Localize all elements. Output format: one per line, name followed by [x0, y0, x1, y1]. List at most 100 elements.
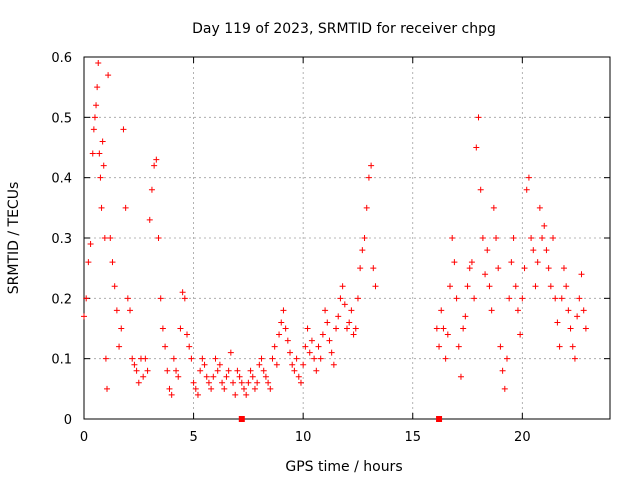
data-point: [484, 247, 491, 254]
data-point: [129, 355, 136, 362]
data-point: [528, 235, 535, 241]
data-point: [104, 385, 111, 392]
data-point: [81, 313, 87, 320]
data-point: [144, 367, 151, 374]
data-point: [370, 265, 377, 272]
data-point: [514, 307, 521, 314]
data-point: [479, 235, 486, 241]
data-point: [455, 343, 462, 350]
data-point: [536, 204, 543, 211]
data-point: [173, 367, 180, 374]
data-point: [166, 385, 173, 392]
data-point: [523, 186, 530, 193]
data-point: [468, 259, 475, 266]
data-point: [95, 60, 102, 67]
data-point: [175, 373, 182, 380]
data-point: [265, 379, 272, 386]
data-point: [365, 174, 372, 181]
data-point: [221, 385, 228, 392]
data-point: [473, 144, 480, 151]
data-point: [308, 337, 315, 344]
data-point: [284, 337, 291, 344]
data-point: [184, 331, 191, 338]
data-point: [120, 126, 127, 133]
data-point: [558, 295, 565, 302]
data-point: [580, 307, 587, 314]
axis-ticks: 0 5 10 15 20 0 0.1 0.2 0.3 0.4 0.5 0.6: [51, 51, 610, 445]
data-point: [197, 367, 204, 374]
data-point: [85, 259, 92, 266]
data-point: [440, 325, 447, 332]
data-point: [177, 325, 184, 332]
data-point: [188, 355, 195, 362]
data-point: [131, 361, 138, 368]
y-tick-label: 0: [64, 413, 72, 428]
data-point: [105, 72, 112, 79]
data-point: [109, 259, 116, 266]
data-point: [225, 367, 232, 374]
data-point: [170, 355, 177, 362]
data-point: [554, 319, 561, 326]
data-point: [153, 156, 160, 163]
data-point: [324, 319, 331, 326]
data-point: [269, 355, 276, 362]
data-point: [460, 325, 467, 332]
data-point: [464, 283, 471, 290]
data-point: [569, 343, 576, 350]
data-point: [313, 367, 320, 374]
data-point: [212, 355, 219, 362]
y-tick-label: 0.1: [51, 353, 72, 368]
data-point: [236, 373, 243, 380]
data-point: [341, 301, 348, 308]
data-point: [230, 379, 237, 386]
x-tick-label: 10: [295, 430, 312, 445]
data-point: [433, 325, 440, 332]
data-point: [357, 265, 364, 272]
data-point: [98, 204, 105, 211]
data-point: [497, 343, 504, 350]
data-point: [457, 373, 464, 380]
data-point: [304, 325, 311, 332]
data-point: [300, 361, 307, 368]
data-point: [333, 325, 340, 332]
data-point: [339, 283, 346, 290]
data-point: [94, 84, 101, 91]
data-point: [517, 331, 524, 338]
data-point: [482, 271, 489, 278]
data-point: [146, 216, 153, 223]
data-point: [97, 174, 104, 181]
data-point: [346, 319, 353, 326]
data-point: [278, 319, 285, 326]
data-point: [501, 385, 508, 392]
y-tick-label: 0.3: [51, 232, 72, 247]
data-point: [563, 283, 570, 290]
x-tick-label: 15: [404, 430, 421, 445]
data-point: [486, 283, 493, 290]
data-point: [210, 373, 217, 380]
data-point: [249, 373, 256, 380]
data-point: [493, 235, 500, 241]
x-tick-label: 0: [80, 430, 88, 445]
data-point: [199, 355, 206, 362]
data-point: [567, 325, 574, 332]
x-axis-label: GPS time / hours: [285, 459, 402, 475]
data-point: [282, 325, 289, 332]
data-point: [490, 204, 497, 211]
data-point: [251, 385, 258, 392]
data-point: [510, 235, 517, 241]
data-point: [543, 247, 550, 254]
data-point: [111, 283, 118, 290]
data-point: [574, 313, 581, 320]
chart-title: Day 119 of 2023, SRMTID for receiver chp…: [192, 21, 496, 37]
data-point: [179, 289, 186, 296]
data-point: [560, 265, 567, 272]
data-point: [326, 337, 333, 344]
data-point: [453, 295, 460, 302]
y-tick-label: 0.6: [51, 51, 72, 66]
data-point: [118, 325, 125, 332]
gap-marker: [238, 416, 245, 422]
data-point: [462, 313, 469, 320]
data-point: [219, 379, 226, 386]
